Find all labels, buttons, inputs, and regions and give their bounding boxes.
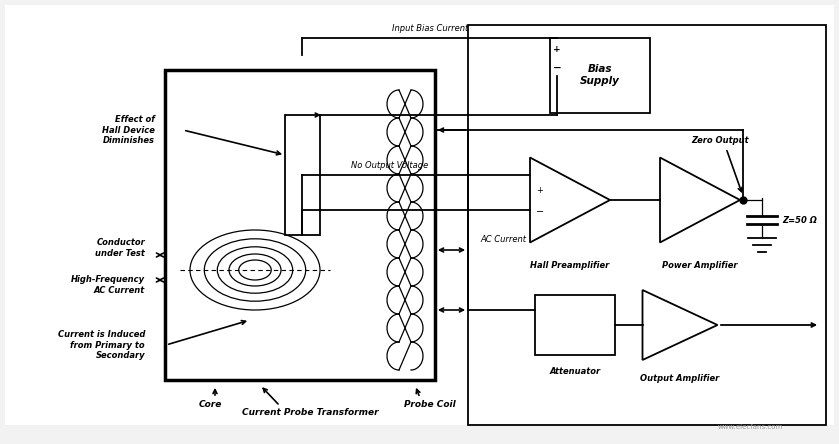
Bar: [468, 25, 826, 425]
Bar: [285, 115, 320, 235]
Text: Hall Preamplifier: Hall Preamplifier: [530, 261, 610, 270]
Text: Power Amplifier: Power Amplifier: [662, 261, 737, 270]
Bar: [165, 70, 435, 380]
Text: Conductor
under Test: Conductor under Test: [95, 238, 145, 258]
Text: Attenuator: Attenuator: [550, 367, 601, 376]
Text: Current is Induced
from Primary to
Secondary: Current is Induced from Primary to Secon…: [58, 330, 145, 360]
Text: Core: Core: [198, 400, 221, 409]
Text: −: −: [553, 63, 561, 73]
Text: No Output Voltage: No Output Voltage: [352, 161, 429, 170]
Text: +: +: [553, 45, 560, 55]
Text: AC Current: AC Current: [480, 235, 526, 244]
Text: www.elecfans.com: www.elecfans.com: [717, 424, 783, 430]
Text: Output Amplifier: Output Amplifier: [640, 374, 720, 383]
Bar: [535, 295, 615, 355]
Text: Effect of
Hall Device
Diminishes: Effect of Hall Device Diminishes: [102, 115, 155, 145]
Text: −: −: [536, 207, 545, 217]
Text: Z=50 Ω: Z=50 Ω: [782, 215, 817, 225]
Text: Input Bias Current: Input Bias Current: [392, 24, 468, 33]
Text: High-Frequency
AC Current: High-Frequency AC Current: [70, 275, 145, 295]
Text: +: +: [536, 186, 543, 194]
Text: Current Probe Transformer: Current Probe Transformer: [242, 408, 378, 417]
Text: Zero Output: Zero Output: [691, 136, 749, 145]
Text: Probe Coil: Probe Coil: [404, 400, 456, 409]
Text: Bias
Supply: Bias Supply: [580, 64, 620, 86]
Bar: [550, 38, 650, 113]
